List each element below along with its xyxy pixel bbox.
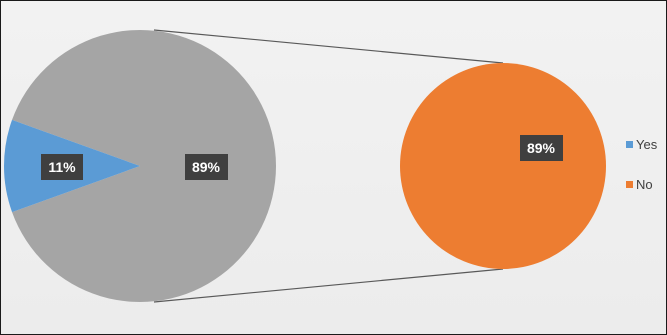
svg-text:89%: 89% <box>192 159 221 175</box>
legend-label-yes: Yes <box>636 137 658 152</box>
connector-line-bottom <box>153 268 504 303</box>
legend-item-no: No <box>626 177 653 192</box>
svg-text:11%: 11% <box>48 159 76 175</box>
legend-item-yes: Yes <box>626 137 658 152</box>
data-label-no: 89% <box>520 135 563 161</box>
secondary-pie-no[interactable] <box>400 63 606 269</box>
data-label-other: 89% <box>185 154 228 180</box>
pie-slice-other[interactable] <box>12 29 277 302</box>
connector-line-top <box>153 29 504 64</box>
legend-label-no: No <box>636 177 653 192</box>
data-label-yes: 11% <box>41 154 83 180</box>
legend-swatch-no <box>626 181 633 188</box>
svg-text:89%: 89% <box>527 140 556 156</box>
legend-swatch-yes <box>626 141 633 148</box>
legend: Yes No <box>626 137 658 192</box>
